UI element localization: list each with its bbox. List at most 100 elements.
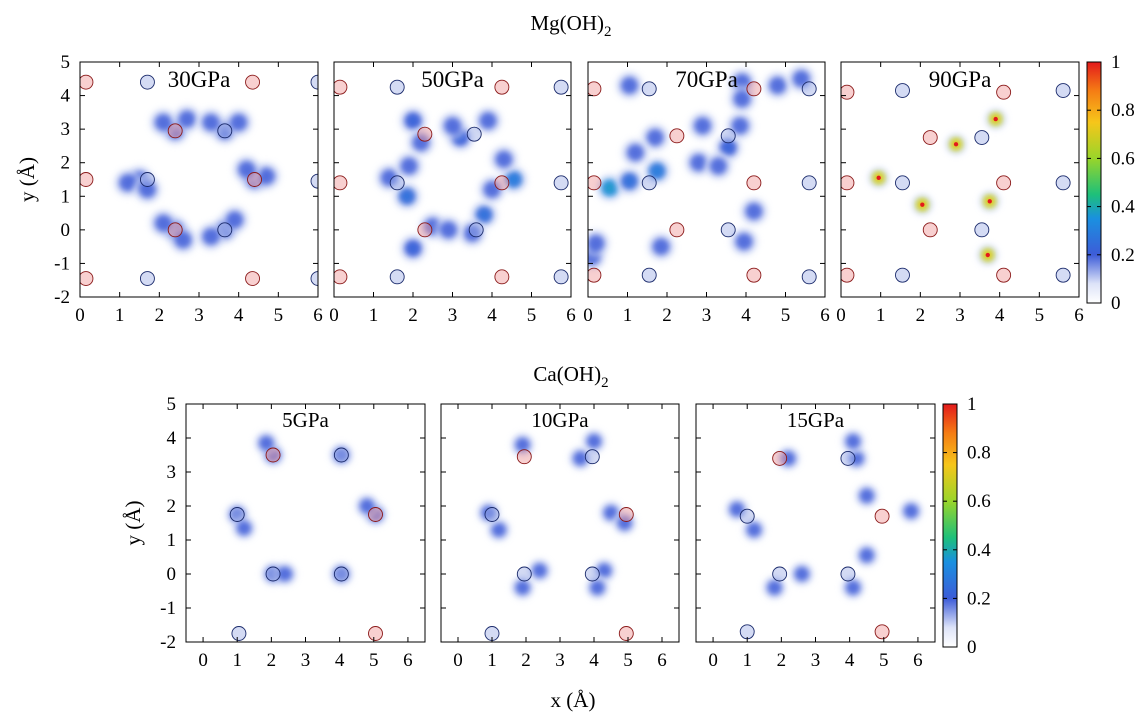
x-tick-label: 1 [115,305,125,326]
density-blob [154,214,173,232]
blue-atom-marker [895,267,910,283]
red-atom-marker [746,175,762,191]
blue-atom-marker [553,79,569,95]
x-tick-label: 2 [155,305,165,326]
blue-atom-marker [1055,175,1071,191]
density-blob [731,117,749,135]
density-blob [257,167,276,185]
y-axis-label: y (Å) [121,501,145,546]
x-tick-label: 4 [487,305,497,326]
x-tick-label: 1 [232,650,242,671]
x-tick-label: 5 [274,305,284,326]
density-peak [987,199,992,204]
density-blob [479,112,497,130]
blue-atom-marker [466,126,482,142]
density-blob [848,450,864,466]
density-blob [689,154,708,172]
colorbar-tick-label: 0 [967,637,977,658]
density-blob [903,503,919,519]
blue-atom-marker [333,566,349,582]
blue-atom-marker [584,566,600,582]
density-blob [735,232,753,251]
density-blob [495,150,513,169]
x-tick-label: 3 [702,305,712,326]
red-atom-marker [841,267,855,283]
density-blob [733,90,751,108]
density-blob [333,447,349,463]
red-atom-marker [417,126,433,142]
x-tick-label: 6 [820,305,830,326]
red-atom-marker [494,175,510,191]
density-blob [693,117,712,135]
x-tick-label: 4 [845,650,855,671]
x-tick-label: 3 [955,305,965,326]
blue-atom-marker [641,81,657,97]
density-layer [724,429,924,640]
colorbar: 0 0.2 0.4 0.6 0.8 1 [942,394,991,658]
red-atom-marker [588,81,602,97]
density-peak [876,175,881,180]
x-tick-label: 1 [742,650,752,671]
panel-title: 15GPa [787,408,845,432]
density-blob [572,450,588,466]
red-atom-marker [841,175,855,191]
x-tick-label: 1 [876,305,886,326]
density-blob [202,227,220,246]
x-tick-label: 6 [566,305,576,326]
panel-10GPa: 0 1 2 3 4 5 6 10GPa [440,403,680,671]
density-blob [767,580,783,596]
y-tick-label: 5 [167,394,177,415]
red-atom-marker [746,81,762,97]
blue-atom-marker [895,175,910,191]
x-tick-label: 0 [198,650,208,671]
panel-title: 10GPa [531,408,589,432]
density-blob [225,211,244,229]
x-tick-label: 4 [335,650,345,671]
density-blob [277,566,293,582]
blue-atom-marker [139,271,155,286]
blue-atom-marker [139,172,155,187]
panel-title: 5GPa [282,408,329,432]
plot-area [186,404,425,642]
blue-atom-marker [333,447,349,463]
red-atom-marker [669,222,685,238]
row-title-bottom-main: Ca(OH) [533,362,601,386]
blue-atom-marker [641,175,657,191]
red-atom-marker [494,269,510,285]
x-tick-label: 1 [623,305,633,326]
density-blob [463,224,481,242]
density-blob [532,563,548,579]
density-blob [178,110,196,128]
density-blob [515,580,531,596]
blue-atom-marker [720,128,736,144]
blue-atom-marker [231,626,247,641]
y-tick-label: 2 [61,153,71,174]
y-tick-label: 1 [167,530,177,551]
density-blob [746,522,762,538]
x-tick-label: 3 [555,650,565,671]
row-title-top-main: Mg(OH) [531,11,605,35]
panel-title: 50GPa [421,67,484,92]
blue-atom-marker [217,222,233,238]
colorbar-tick-label: 0 [1111,293,1121,314]
blue-atom-marker [974,130,990,145]
panel-15GPa: 0 1 2 3 4 5 6 15GPa 0 0.2 0.4 0.6 0.8 1 [695,394,991,671]
colorbar-tick-label: 0.6 [1111,148,1135,169]
density-blob [768,76,787,95]
x-tick-label: 5 [1035,305,1045,326]
blue-atom-marker [895,83,910,98]
x-tick-label: 4 [234,305,244,326]
density-blob [859,488,875,504]
density-peak [985,252,990,258]
density-blob [780,450,796,466]
x-tick-label: 3 [194,305,204,326]
density-blob [333,566,349,582]
blue-atom-marker [801,81,817,97]
density-core [401,191,413,202]
x-tick-label: 5 [879,650,889,671]
x-tick-label: 5 [781,305,791,326]
density-blob [380,169,398,187]
density-blob [400,157,418,175]
colorbar-tick-label: 0.2 [1111,245,1135,266]
